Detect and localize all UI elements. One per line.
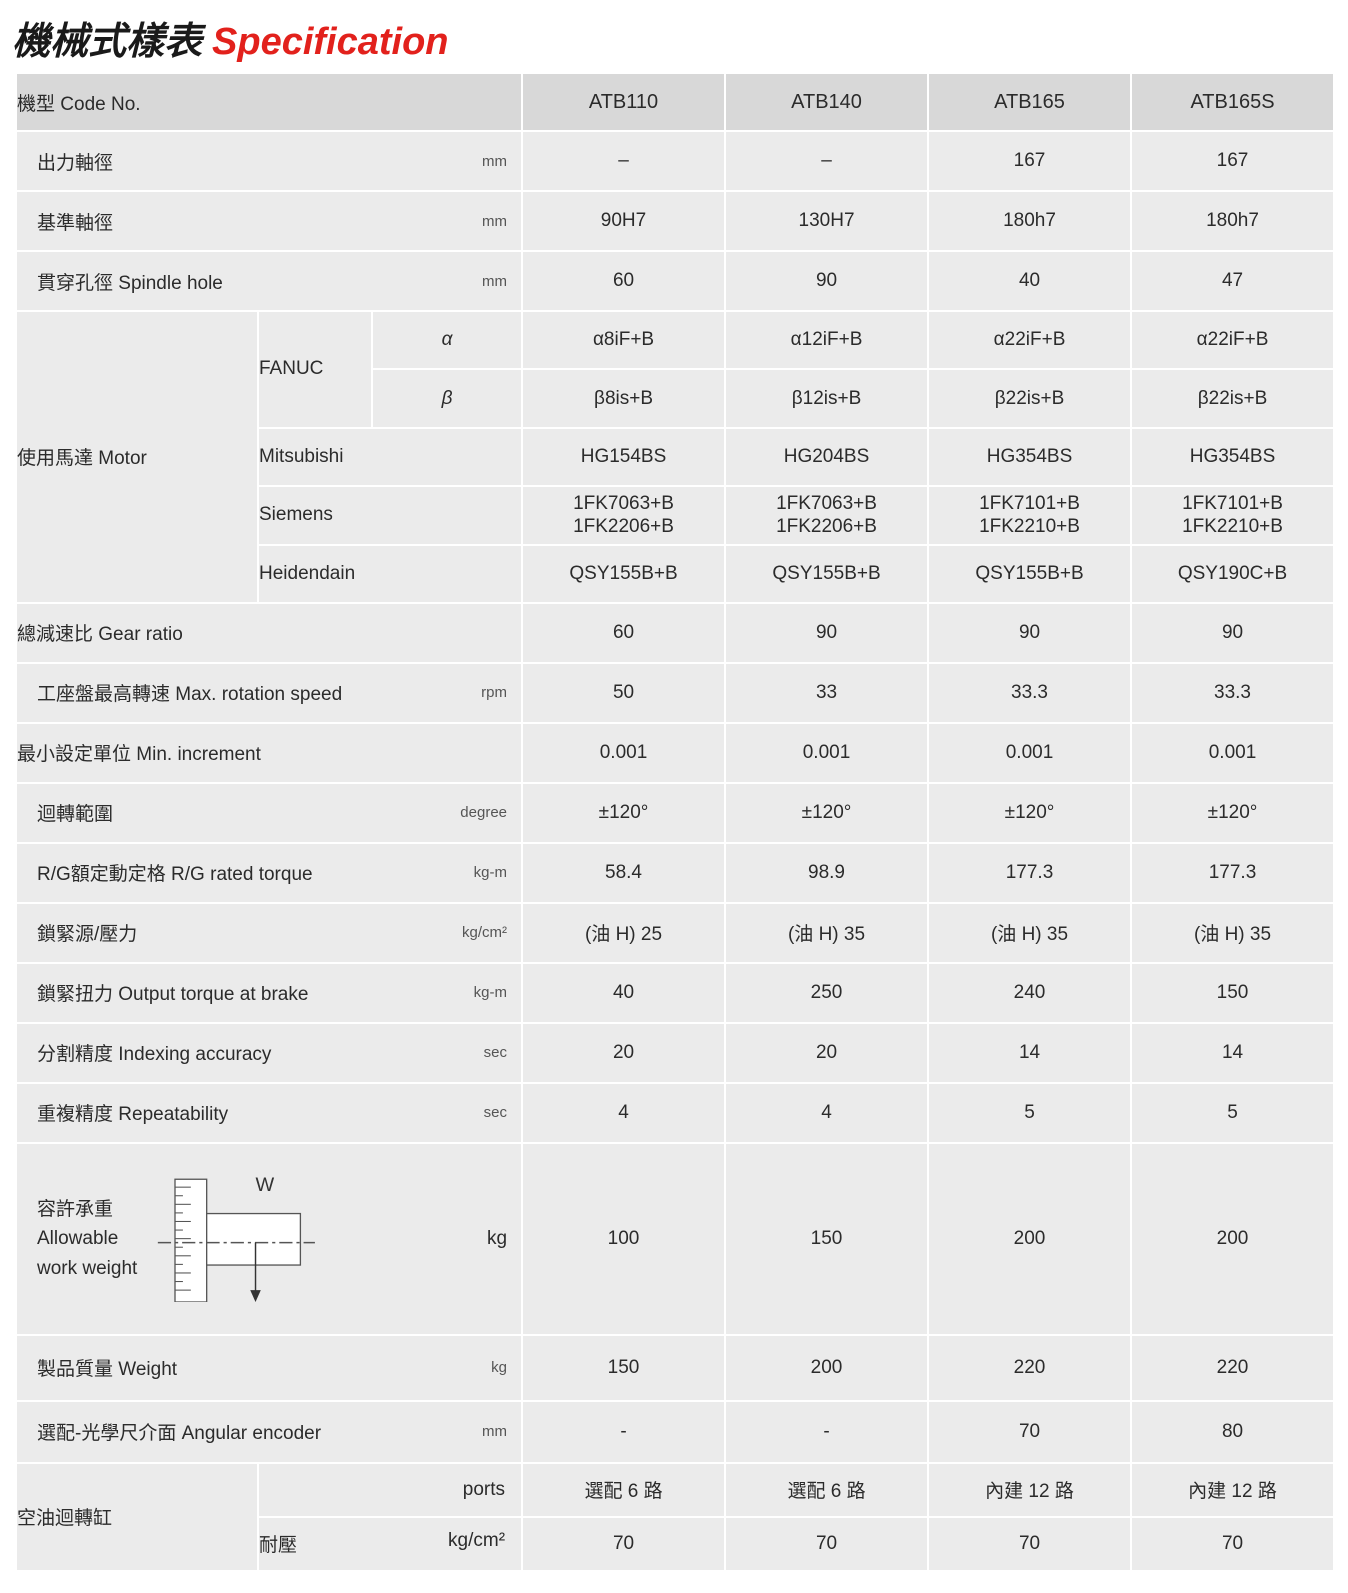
svg-text:W: W [256,1174,275,1196]
